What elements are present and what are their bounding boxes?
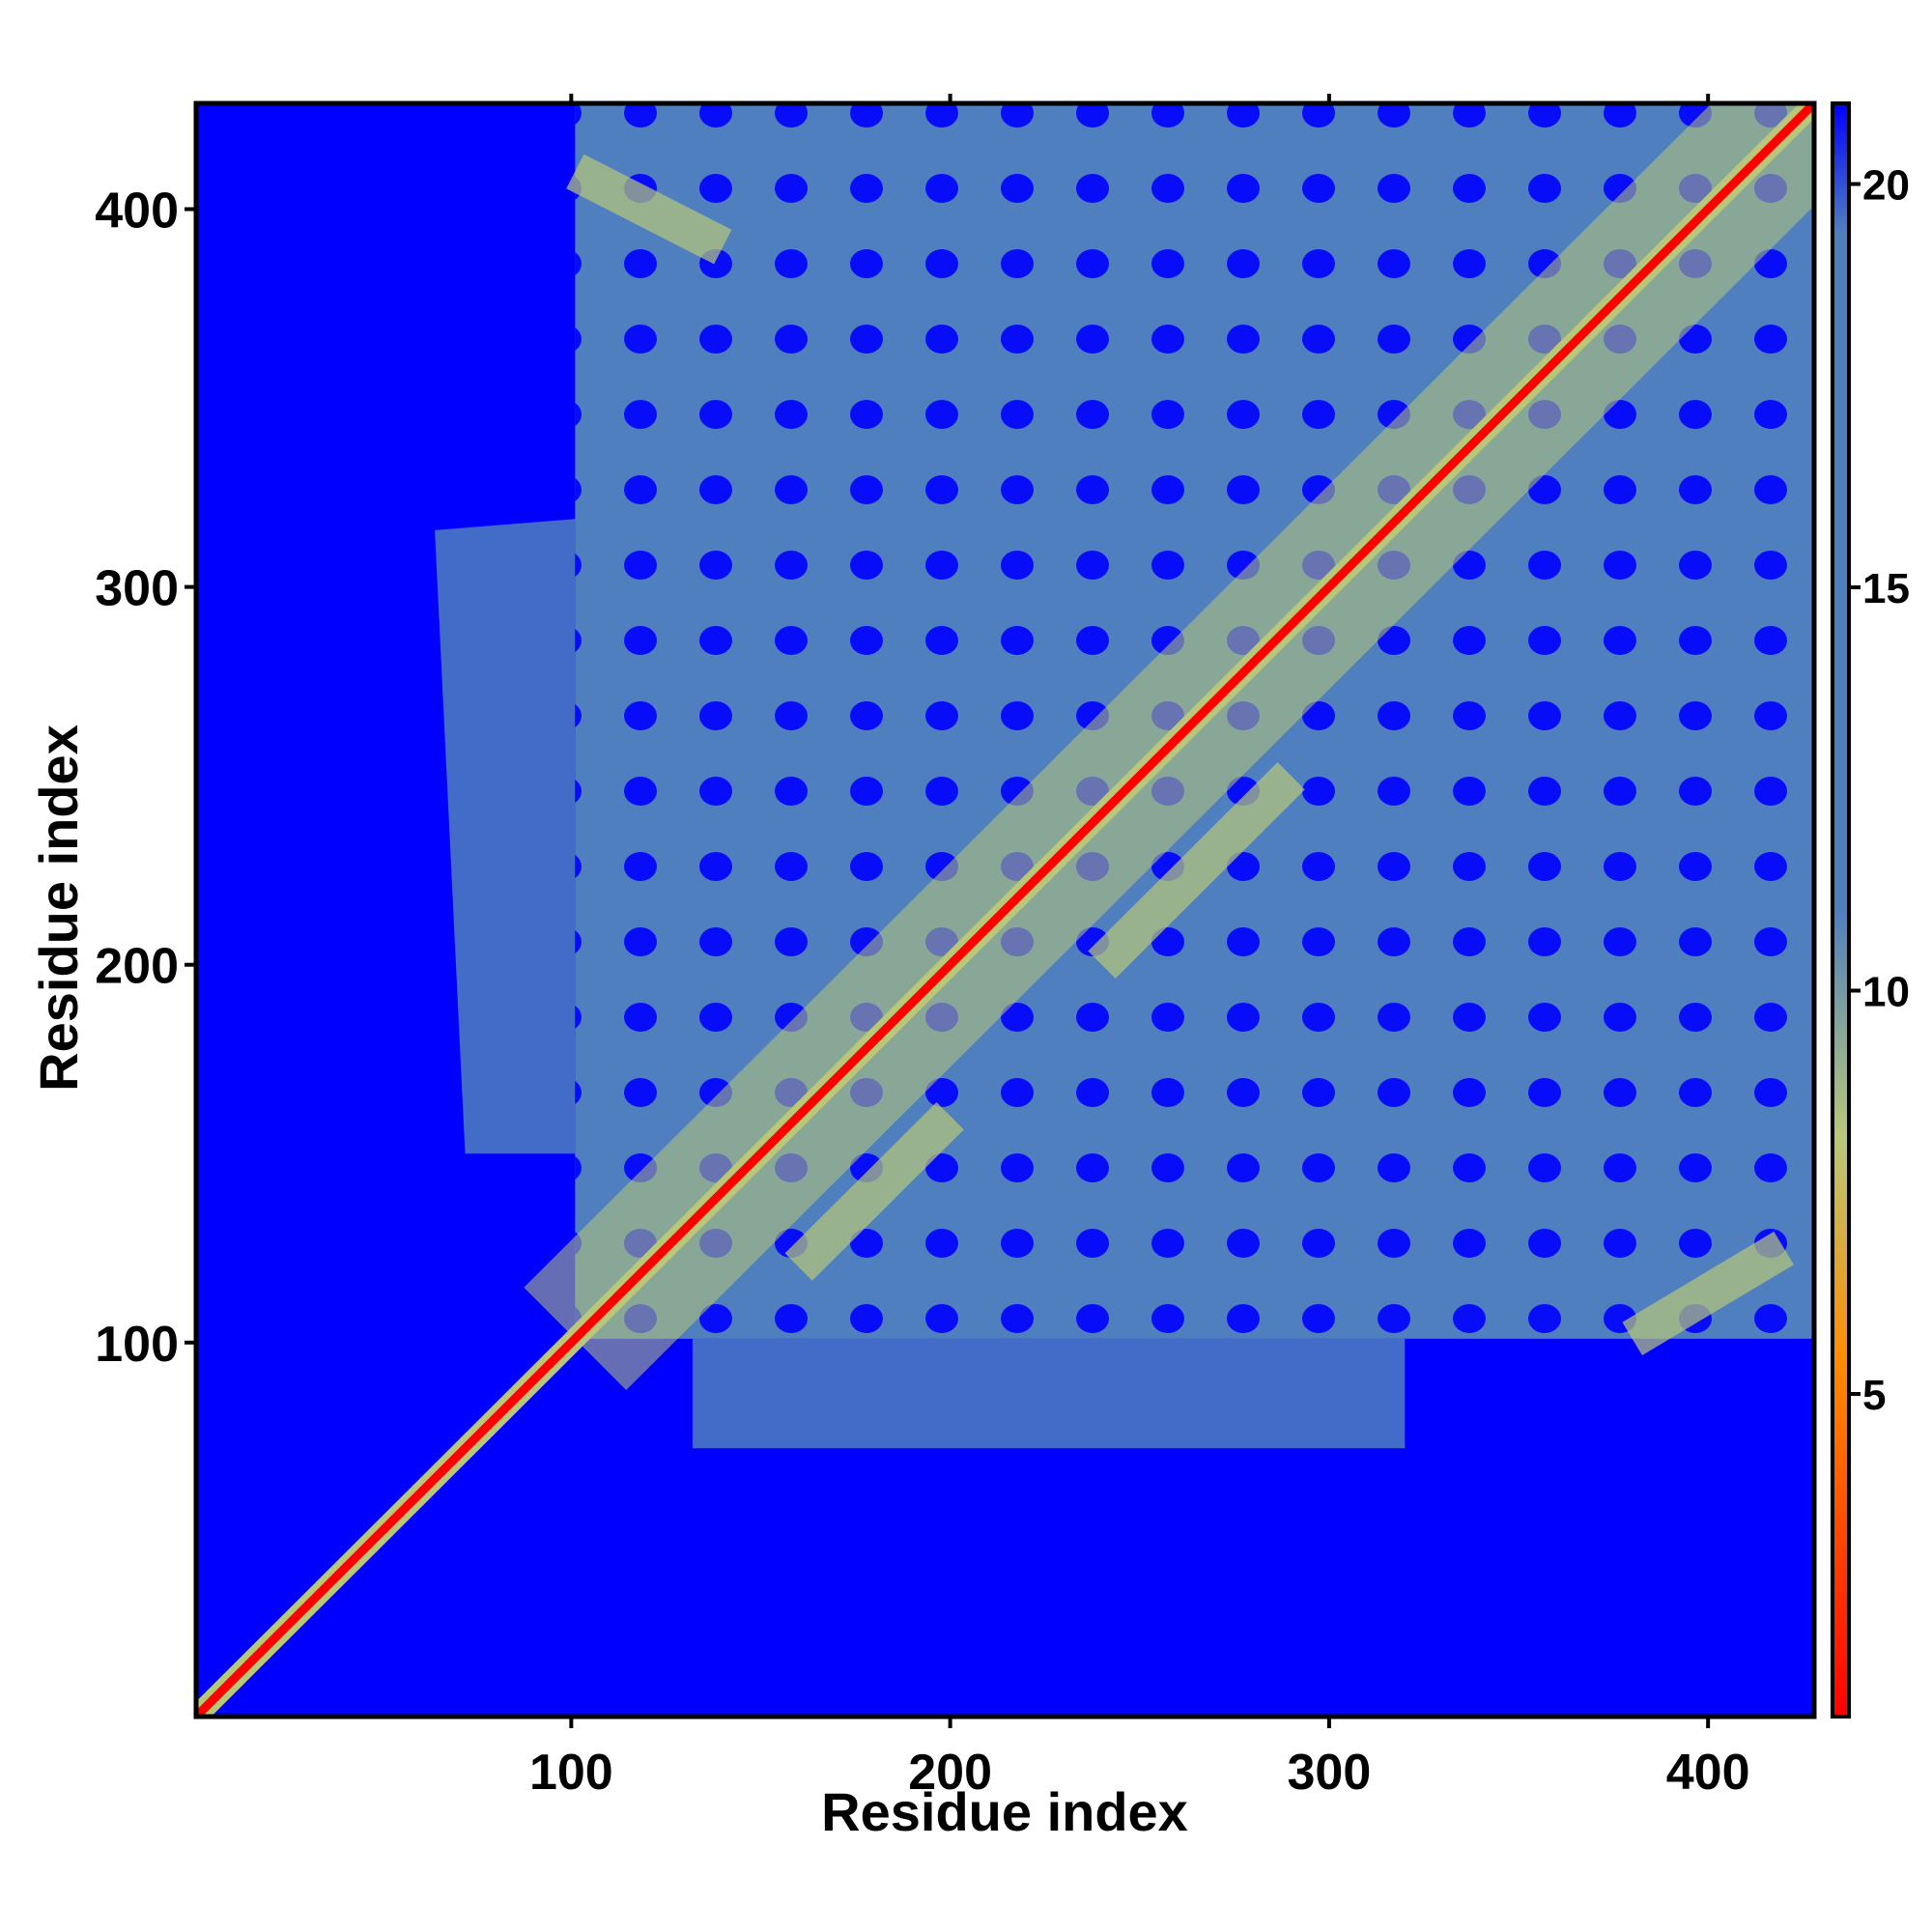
- x-tick-label: 300: [1288, 1745, 1372, 1801]
- colorbar-tick-label: 15: [1862, 565, 1910, 612]
- plot-frame: [193, 100, 1817, 1719]
- heatmap-contact-0: [566, 154, 732, 265]
- diagonal-core: [196, 103, 1814, 1717]
- colorbar-tick-label: 5: [1862, 1372, 1886, 1419]
- y-axis-title: Residue index: [28, 724, 89, 1092]
- heatmap-contact-3: [1088, 761, 1305, 979]
- x-tick-label: 400: [1666, 1745, 1750, 1801]
- x-axis-title: Residue index: [821, 1781, 1188, 1842]
- y-axis: 100 200 300 400: [95, 184, 196, 1373]
- heatmap-fringe-left: [435, 519, 576, 1154]
- colorbar-tick-label: 10: [1862, 969, 1910, 1016]
- y-tick-label: 300: [95, 561, 179, 617]
- colorbar-tick-label: 20: [1862, 162, 1910, 210]
- heatmap-diagonal: [196, 103, 1814, 1717]
- y-tick-label: 100: [95, 1317, 179, 1373]
- y-tick-label: 200: [95, 939, 179, 995]
- colorbar-gradient: [1831, 101, 1851, 1719]
- heatmap-fringe-bottom: [692, 1338, 1406, 1449]
- heatmap-area: [196, 103, 1814, 1717]
- y-tick-label: 400: [95, 184, 179, 240]
- x-tick-label: 100: [529, 1745, 613, 1801]
- colorbar: 5 10 15 20: [1831, 101, 1910, 1719]
- heatmap-contact-1: [1622, 1231, 1794, 1356]
- x-axis: 100 200 300 400: [529, 94, 1750, 1801]
- colorbar-ticks: 5 10 15 20: [1849, 162, 1910, 1419]
- heatmap-contact-2: [784, 1101, 964, 1281]
- x-tick-label: 200: [908, 1745, 992, 1801]
